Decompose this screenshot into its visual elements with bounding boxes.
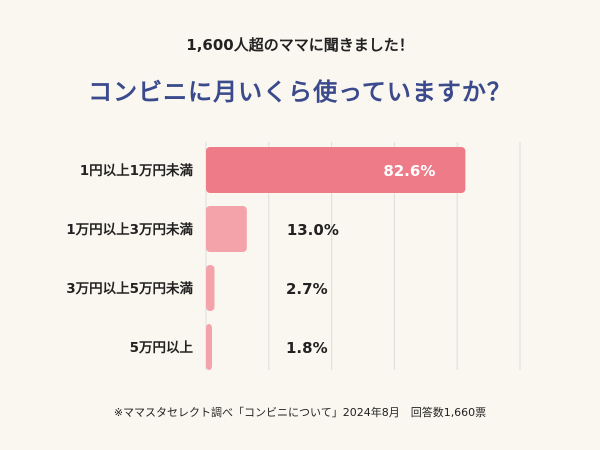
value-label: 13.0% <box>287 221 339 239</box>
category-label: 1万円以上3万円未満 <box>66 221 193 238</box>
labels: 1円以上1万円未満 82.6% 1万円以上3万円未満 13.0% 3万円以上5万円未満 2… <box>66 162 435 357</box>
bar <box>206 206 247 252</box>
value-label: 1.8% <box>286 339 328 357</box>
subtitle: 1,600人超のママに聞きました！ <box>186 36 414 54</box>
value-label: 2.7% <box>286 280 328 298</box>
category-label: 5万円以上 <box>130 340 194 356</box>
category-label: 1円以上1万円未満 <box>80 162 194 179</box>
bar <box>206 147 466 193</box>
category-label: 3万円以上5万円未満 <box>66 280 193 297</box>
footnote: ※ママスタセレクト調べ「コンビニについて」2024年8月 回答数1,660票 <box>113 406 487 419</box>
page-title: コンビニに月いくら使っていますか？ <box>88 78 512 106</box>
bar <box>206 324 212 370</box>
value-label: 82.6% <box>383 162 435 180</box>
bar <box>206 265 215 311</box>
bars <box>206 147 466 370</box>
